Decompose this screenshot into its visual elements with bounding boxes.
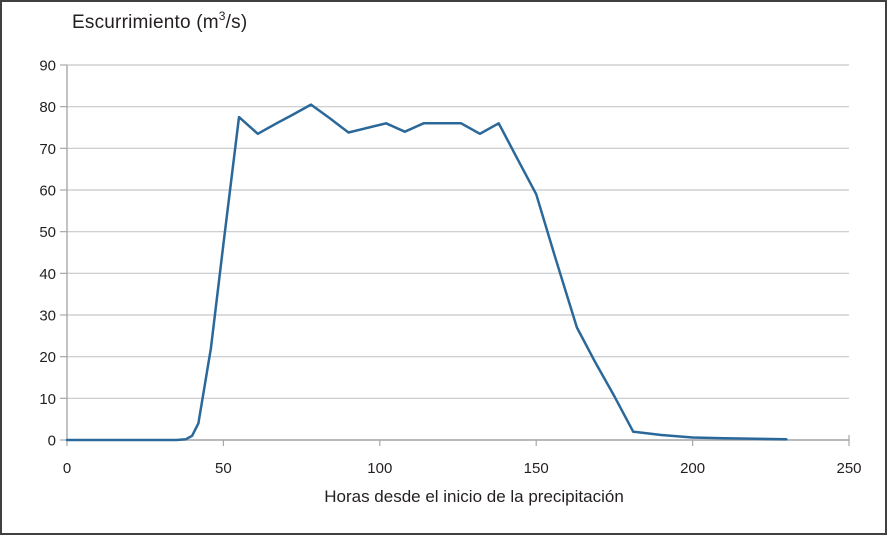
y-tick-label-20: 20 [39,349,56,366]
y-tick-label-90: 90 [39,58,56,75]
y-tick-label-40: 40 [39,266,56,283]
x-axis-label: Horas desde el inicio de la precipitació… [324,487,624,506]
y-tick-label-0: 0 [48,433,56,450]
y-tick-label-60: 60 [39,183,56,200]
y-tick-label-70: 70 [39,141,56,158]
x-tick-label-150: 150 [524,460,549,477]
y-tick-label-80: 80 [39,99,56,116]
y-tick-label-30: 30 [39,308,56,325]
y-tick-label-10: 10 [39,391,56,408]
chart-title-suffix: /s) [225,12,248,33]
x-tick-label-100: 100 [367,460,392,477]
y-tick-label-50: 50 [39,224,56,241]
chart-title: Escurrimiento (m3/s) [72,8,248,34]
chart-title-exponent: 3 [218,8,226,23]
chart-title-prefix: Escurrimiento (m [72,12,219,33]
x-tick-label-0: 0 [63,460,71,477]
x-tick-label-50: 50 [215,460,232,477]
x-tick-label-250: 250 [836,460,861,477]
runoff-line-series-0 [65,103,788,442]
x-tick-label-200: 200 [680,460,705,477]
